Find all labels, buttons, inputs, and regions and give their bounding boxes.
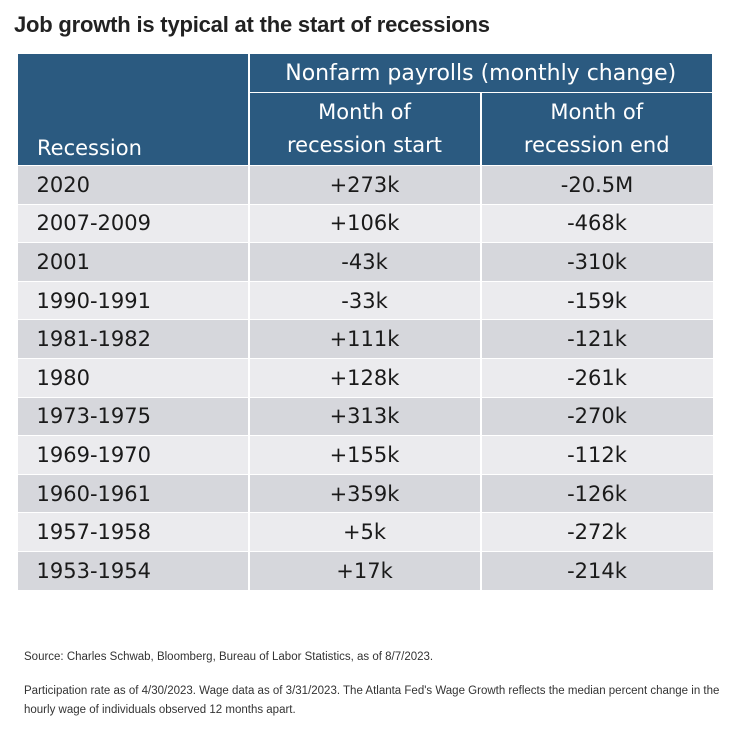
start-change-cell: +17k	[247, 551, 481, 591]
end-change-cell: -272k	[479, 512, 713, 552]
start-change-cell: +106k	[247, 204, 481, 244]
table-row: 2001 -43k -310k	[17, 242, 713, 282]
table-row: 2020 +273k -20.5M	[17, 165, 713, 205]
header-month-of-recession-end: Month of recession end	[479, 92, 713, 166]
table-body: 2020 +273k -20.5M 2007-2009 +106k -468k 2001 -4…	[17, 165, 713, 591]
participation-note-line-2: hourly wage of individuals observed 12 m…	[24, 704, 296, 716]
header-end-line-2: recession end	[523, 133, 670, 157]
table-row: 1981-1982 +111k -121k	[17, 319, 713, 359]
header-start-line-1: Month of	[318, 100, 411, 124]
end-change-cell: -214k	[479, 551, 713, 591]
table-row: 1990-1991 -33k -159k	[17, 281, 713, 321]
header-end-line-1: Month of	[550, 100, 644, 124]
header-nonfarm-payrolls: Nonfarm payrolls (monthly change)	[247, 53, 713, 93]
end-change-cell: -112k	[479, 435, 713, 475]
start-change-cell: -43k	[247, 242, 481, 282]
recession-cell: 1980	[17, 358, 249, 398]
start-change-cell: +111k	[247, 319, 481, 359]
end-change-cell: -159k	[479, 281, 713, 321]
end-change-cell: -310k	[479, 242, 713, 282]
recession-cell: 1969-1970	[17, 435, 249, 475]
chart-title: Job growth is typical at the start of re…	[14, 12, 490, 37]
table-row: 2007-2009 +106k -468k	[17, 204, 713, 244]
start-change-cell: -33k	[247, 281, 481, 321]
recession-cell: 1990-1991	[17, 281, 249, 321]
recession-cell: 2007-2009	[17, 204, 249, 244]
end-change-cell: -20.5M	[479, 165, 713, 205]
end-change-cell: -468k	[479, 204, 713, 244]
start-change-cell: +313k	[247, 397, 481, 437]
header-start-line-2: recession start	[286, 133, 443, 157]
start-change-cell: +5k	[247, 512, 481, 552]
end-change-cell: -121k	[479, 319, 713, 359]
table-row: 1973-1975 +313k -270k	[17, 397, 713, 437]
recession-cell: 1957-1958	[17, 512, 249, 552]
start-change-cell: +128k	[247, 358, 481, 398]
recession-cell: 2020	[17, 165, 249, 205]
recession-cell: 1973-1975	[17, 397, 249, 437]
end-change-cell: -261k	[479, 358, 713, 398]
table-row: 1957-1958 +5k -272k	[17, 512, 713, 552]
recession-cell: 1960-1961	[17, 474, 249, 514]
recession-cell: 1953-1954	[17, 551, 249, 591]
recession-cell: 1981-1982	[17, 319, 249, 359]
recession-cell: 2001	[17, 242, 249, 282]
table-row: 1980 +128k -261k	[17, 358, 713, 398]
header-month-of-recession-start: Month of recession start	[247, 92, 481, 166]
end-change-cell: -126k	[479, 474, 713, 514]
table-row: 1953-1954 +17k -214k	[17, 551, 713, 591]
source-note: Source: Charles Schwab, Bloomberg, Burea…	[24, 651, 434, 663]
participation-note: Participation rate as of 4/30/2023. Wage…	[24, 682, 719, 720]
header-recession: Recession	[17, 53, 249, 166]
end-change-cell: -270k	[479, 397, 713, 437]
table-row: 1960-1961 +359k -126k	[17, 474, 713, 514]
start-change-cell: +359k	[247, 474, 481, 514]
table-row: 1969-1970 +155k -112k	[17, 435, 713, 475]
start-change-cell: +273k	[247, 165, 481, 205]
start-change-cell: +155k	[247, 435, 481, 475]
participation-note-line-1: Participation rate as of 4/30/2023. Wage…	[24, 685, 720, 697]
payrolls-table: Recession Nonfarm payrolls (monthly chan…	[17, 53, 713, 591]
